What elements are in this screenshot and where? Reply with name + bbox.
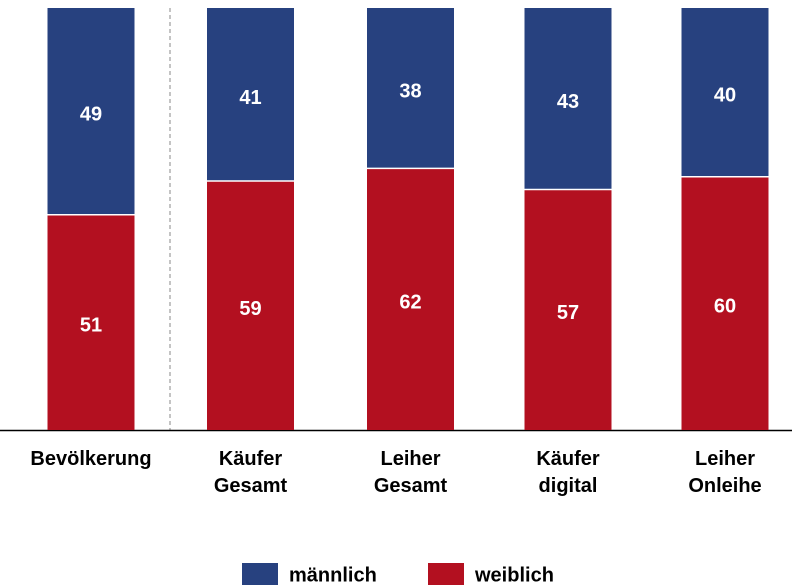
- value-label: 60: [714, 296, 736, 318]
- bar-segment: [681, 176, 769, 430]
- value-label: 43: [557, 91, 579, 113]
- x-tick-label: Leiher Onleihe: [688, 448, 762, 497]
- legend-swatch: [428, 563, 464, 585]
- x-tick-label: Käufer digital: [536, 448, 600, 497]
- value-label: 51: [80, 315, 102, 337]
- legend-label: männlich: [289, 564, 377, 585]
- x-tick-label: Bevölkerung: [30, 448, 152, 470]
- bar-segment: [367, 8, 454, 169]
- bar-segment: [681, 8, 769, 177]
- bar-segment: [207, 8, 294, 182]
- value-label: 49: [80, 104, 102, 126]
- bar-segment: [47, 214, 135, 430]
- legend-swatch: [242, 563, 278, 585]
- value-label: 57: [557, 302, 579, 324]
- value-label: 38: [399, 80, 421, 102]
- bar-segment: [524, 189, 612, 430]
- value-label: 40: [714, 85, 736, 107]
- bar-segment: [367, 168, 454, 431]
- value-label: 41: [239, 87, 261, 109]
- value-label: 59: [239, 298, 261, 320]
- bar-segment: [524, 8, 612, 190]
- bar-segment: [47, 8, 135, 215]
- value-label: 62: [399, 291, 421, 313]
- x-tick-label: Käufer Gesamt: [213, 448, 288, 497]
- bar-segment: [207, 181, 294, 430]
- x-tick-label: Leiher Gesamt: [373, 448, 448, 497]
- legend-label: weiblich: [474, 564, 554, 585]
